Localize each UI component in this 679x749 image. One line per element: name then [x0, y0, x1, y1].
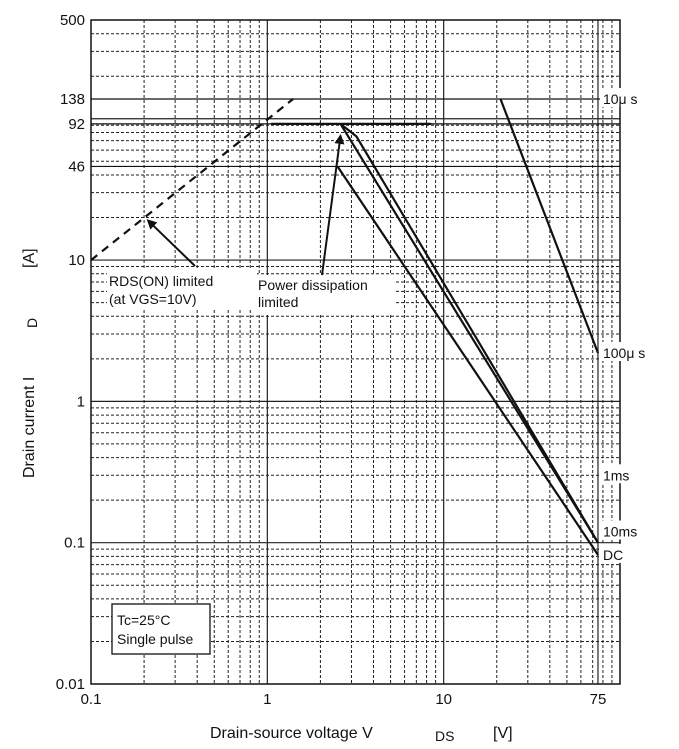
- series-label-bg: [599, 543, 630, 563]
- condition-box: Tc=25°C Single pulse: [111, 603, 211, 655]
- annotation-rds-line1: RDS(ON) limited: [109, 273, 213, 289]
- y-tick-label: 0.1: [64, 535, 85, 552]
- series-line-1: [499, 98, 600, 354]
- series-label-bg: [599, 88, 643, 108]
- x-tick-label: 1: [263, 691, 271, 708]
- y-tick-label: 92: [68, 116, 85, 133]
- x-axis-unit: [V]: [493, 725, 513, 742]
- grid: [91, 20, 620, 684]
- x-axis-title-sub: DS: [435, 728, 454, 744]
- series-layer: [90, 98, 600, 556]
- annotations: RDS(ON) limited (at VGS=10V) Power dissipa…: [107, 133, 395, 315]
- series-label-bg: [599, 341, 651, 361]
- annotation-rds-line2: (at VGS=10V): [109, 291, 197, 307]
- annotation-pd-arrow: [321, 133, 345, 276]
- y-axis-unit: [A]: [21, 248, 38, 268]
- condition-box-line: Tc=25°C: [117, 612, 170, 628]
- series-line-6: [90, 98, 294, 261]
- annotation-bg: [255, 275, 395, 315]
- condition-box-line: Single pulse: [117, 631, 193, 647]
- y-tick-label: 10: [68, 252, 85, 269]
- annotation-pd-line1: Power dissipation: [258, 277, 368, 293]
- series-label: DC: [603, 547, 623, 563]
- series-labels: 10μ s 100μ s 1ms 10ms DC: [599, 88, 651, 563]
- series-line-4: [339, 123, 599, 544]
- series-label: 100μ s: [603, 345, 645, 361]
- x-tick-label: 0.1: [81, 691, 102, 708]
- series-line-3: [339, 123, 599, 544]
- annotation-rds-arrow: [146, 219, 196, 267]
- x-tick-label: 75: [590, 691, 607, 708]
- y-axis-title-sub: D: [24, 318, 40, 328]
- extra-hlines: [91, 98, 620, 168]
- y-tick-label: 138: [60, 91, 85, 108]
- x-tick-label: 10: [435, 691, 452, 708]
- y-axis-title: Drain current I: [21, 377, 38, 478]
- series-label: 10μ s: [603, 91, 638, 107]
- plot-frame: [90, 19, 621, 685]
- series-line-5: [336, 165, 599, 556]
- y-tick-label: 46: [68, 158, 85, 175]
- y-axis-title-group: Drain current I D [A]: [21, 248, 40, 478]
- plot-border: [90, 19, 621, 685]
- series-label-bg: [599, 520, 634, 540]
- condition-box-frame: [111, 603, 211, 655]
- annotation-pd-line2: limited: [258, 294, 298, 310]
- y-tick-label: 500: [60, 12, 85, 29]
- x-axis-title: Drain-source voltage V: [210, 725, 373, 742]
- y-tick-label: 0.01: [56, 676, 85, 693]
- y-tick-label: 1: [77, 393, 85, 410]
- series-label: 1ms: [603, 467, 629, 483]
- series-label: 10ms: [603, 524, 637, 540]
- annotation-bg: [107, 268, 257, 310]
- axis-titles: Drain-source voltage V DS [V] Drain current…: [21, 248, 513, 744]
- series-label-bg: [599, 464, 630, 484]
